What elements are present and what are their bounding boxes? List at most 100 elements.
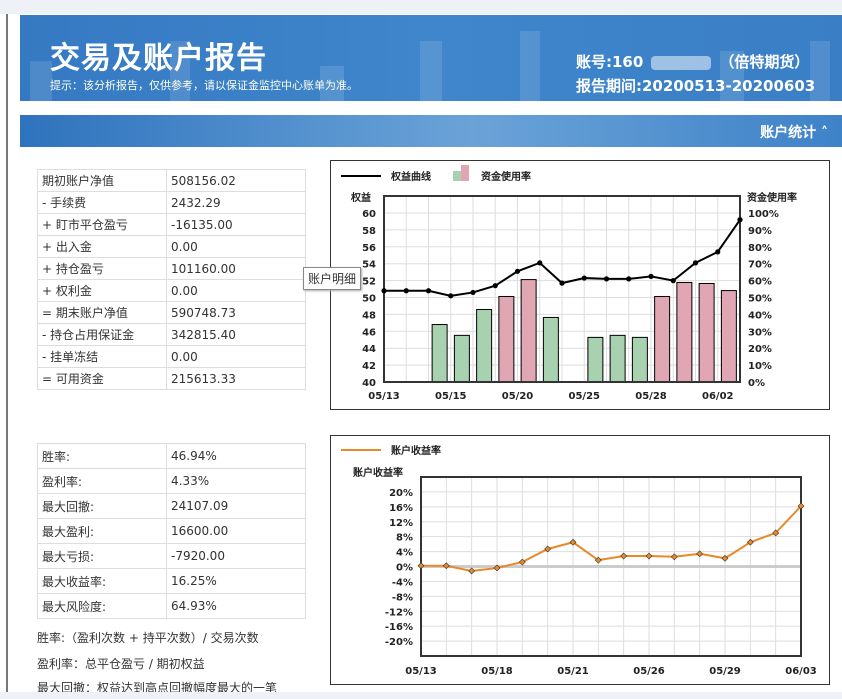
y-tick-right: 10% (748, 361, 772, 372)
account-summary-table: 期初账户净值 508156.02- 手续费 2432.29 + 盯市平仓盈亏 -1613… (37, 169, 306, 390)
y-tick-left: 50 (362, 294, 376, 305)
y-tick: -12% (385, 607, 413, 618)
y-tick-left: 54 (362, 260, 376, 271)
x-tick: 05/28 (635, 391, 667, 402)
return-point (696, 550, 704, 558)
row-label: - 手续费 (37, 191, 167, 214)
y-tick: -8% (392, 592, 413, 603)
row-label: - 挂单冻结 (37, 345, 167, 368)
row-label: = 可用资金 (37, 367, 167, 390)
report-period: 报告期间:20200513-20200603 (576, 77, 816, 95)
return-point (772, 529, 780, 537)
equity-point (626, 276, 632, 282)
return-point (721, 554, 729, 562)
report-title: 交易及账户报告 (50, 41, 267, 76)
return-point (645, 552, 653, 560)
y-tick-right: 40% (748, 310, 772, 321)
y-tick-right: 100% (748, 209, 779, 220)
return-point (417, 562, 425, 570)
row-label: 期初账户净值 (37, 169, 167, 192)
row-value: 0.00 (166, 235, 306, 258)
equity-point (448, 293, 454, 299)
report-hint: 提示：该分析报告，仅供参考，请以保证金监控中心账单为准。 (50, 79, 358, 92)
row-label: 最大回撤: (37, 493, 167, 519)
usage-bar (453, 334, 470, 383)
y-tick: 12% (389, 518, 413, 529)
equity-point (737, 217, 743, 223)
equity-point (514, 268, 521, 274)
account-row: - 手续费 2432.29 (37, 191, 306, 214)
y-tick: 8% (396, 533, 413, 544)
equity-point (648, 273, 654, 279)
note-win-rate: 胜率:（盈利次数 + 持平次数）/ 交易次数 (37, 631, 259, 645)
y-axis-label: 账户收益率 (353, 466, 403, 479)
return-point (594, 556, 602, 564)
stats-table: 胜率: 46.94% 盈利率: 4.33% 最大回撤: 24107.09 最大盈利: 1660… (37, 443, 306, 619)
account-label: 账号:160 (576, 53, 644, 71)
usage-bar (542, 316, 559, 383)
row-value: 4.33% (166, 468, 306, 494)
usage-bar (631, 336, 648, 383)
return-point (620, 552, 628, 560)
usage-bar (520, 279, 537, 383)
row-value: 342815.40 (166, 323, 306, 346)
return-point (569, 538, 577, 546)
usage-bar (609, 334, 626, 383)
equity-point (692, 260, 699, 266)
return-point (442, 562, 450, 570)
account-row: + 权利金 0.00 (37, 279, 306, 302)
return-point (493, 564, 501, 572)
row-label: 胜率: (37, 443, 167, 469)
redacted-account (651, 55, 712, 70)
report-banner: 交易及账户报告 提示：该分析报告，仅供参考，请以保证金监控中心账单为准。 账号:… (20, 15, 842, 101)
y-axis-label-left: 权益 (350, 191, 371, 204)
row-label: + 持仓盈亏 (37, 257, 167, 280)
row-value: 508156.02 (166, 169, 306, 192)
x-tick: 05/15 (435, 391, 467, 402)
equity-point (470, 289, 476, 296)
return-point (746, 538, 754, 546)
row-value: 590748.73 (166, 301, 306, 324)
equity-point (715, 249, 721, 255)
x-tick: 05/21 (557, 666, 589, 677)
y-tick-left: 56 (362, 243, 376, 254)
x-tick: 06/02 (702, 391, 734, 402)
usage-bar (654, 295, 671, 383)
y-tick: -4% (392, 577, 413, 588)
legend-usage-swatch-high (461, 165, 469, 181)
row-value: -16135.00 (166, 213, 306, 236)
account-row: + 盯市平仓盈亏 -16135.00 (37, 213, 306, 236)
y-axis-label-right: 资金使用率 (747, 191, 797, 204)
x-tick: 05/26 (633, 666, 665, 677)
row-label: - 持仓占用保证金 (37, 323, 167, 346)
section-header-account-stats[interactable]: 账户统计 ˄ (20, 115, 842, 147)
row-label: 盈利率: (37, 468, 167, 494)
row-label: 最大收益率: (37, 568, 167, 594)
y-tick-right: 60% (748, 277, 772, 288)
stats-row: 最大盈利: 16600.00 (37, 518, 306, 544)
y-tick-right: 50% (748, 294, 772, 305)
x-tick: 05/25 (569, 391, 601, 402)
account-row: - 持仓占用保证金 342815.40 (37, 323, 306, 346)
row-label: + 权利金 (37, 279, 167, 302)
usage-bar (676, 281, 693, 383)
legend-usage-swatch-low (453, 171, 461, 181)
equity-point (492, 283, 498, 289)
bottom-strip (0, 692, 842, 699)
equity-point (537, 260, 543, 266)
y-tick-right: 30% (748, 327, 772, 338)
row-value: 64.93% (166, 593, 306, 619)
y-tick-right: 80% (748, 243, 772, 254)
note-max-drawdown: 最大回撤：权益达到高点回撤幅度最大的一笔 (37, 681, 278, 695)
y-tick-left: 46 (362, 327, 376, 338)
y-tick-right: 0% (748, 378, 765, 389)
chevron-up-icon[interactable]: ˄ (821, 125, 828, 141)
legend-equity: 权益曲线 (390, 170, 431, 183)
row-label: 最大风险度: (37, 593, 167, 619)
usage-bar (476, 308, 493, 383)
account-row: 期初账户净值 508156.02 (37, 169, 306, 192)
tooltip-account-details: 账户明细 (303, 267, 362, 290)
row-label: 最大盈利: (37, 518, 167, 544)
y-tick-right: 20% (748, 344, 772, 355)
left-border (6, 14, 8, 699)
